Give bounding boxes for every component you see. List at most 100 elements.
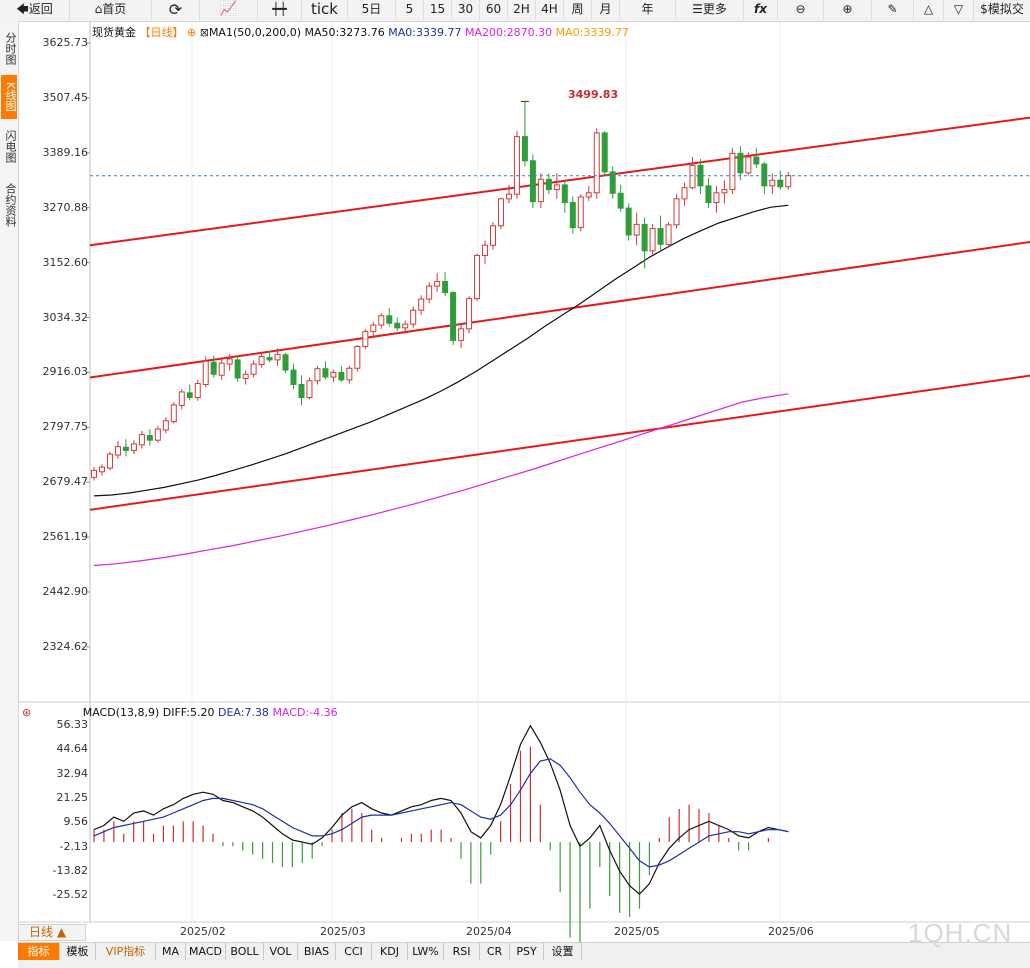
tab-vip[interactable]: VIP指标 xyxy=(96,943,156,960)
tab-ma[interactable]: MA xyxy=(156,943,186,960)
fx-icon: fx xyxy=(754,2,767,16)
x-tick-2025-02: 2025/02 xyxy=(180,925,226,938)
period-2h[interactable]: 2H xyxy=(508,0,536,20)
candle-body xyxy=(689,164,696,189)
candle-body xyxy=(537,178,544,203)
period-60min[interactable]: 60 xyxy=(480,0,508,20)
candle-body xyxy=(386,315,393,324)
candle-body xyxy=(242,373,249,379)
candle-body xyxy=(474,254,481,300)
candle-body xyxy=(162,420,169,431)
candle-body xyxy=(545,178,552,191)
simulate-button[interactable]: $模拟交 xyxy=(980,2,1024,16)
candle-body xyxy=(322,368,329,378)
zoom-in-button[interactable]: ⊕ xyxy=(824,0,872,20)
tab-boll[interactable]: BOLL xyxy=(226,943,264,960)
candle-body xyxy=(633,223,640,236)
more-button[interactable]: ☰更多 xyxy=(676,0,744,20)
formula-button[interactable]: fx xyxy=(744,0,778,20)
candle-body xyxy=(553,184,560,191)
macd-settings-icon[interactable]: ⊛ xyxy=(22,706,32,719)
indicator-icon[interactable]: ⊠ xyxy=(199,26,209,39)
candle-body xyxy=(458,328,465,341)
tab-cr[interactable]: CR xyxy=(480,943,510,960)
candle-body xyxy=(330,371,337,378)
macd-tick-label: 9.56 xyxy=(63,815,89,829)
candle-body xyxy=(641,223,648,252)
candle-body xyxy=(617,192,624,209)
candle-body xyxy=(362,331,369,347)
period-15min[interactable]: 15 xyxy=(424,0,452,20)
tab-lw[interactable]: LW% xyxy=(408,943,444,960)
candle-body xyxy=(210,361,217,375)
macd-tick-label: 32.94 xyxy=(56,766,89,780)
candle-body xyxy=(234,359,241,379)
tab-rsi[interactable]: RSI xyxy=(444,943,480,960)
tab-bias[interactable]: BIAS xyxy=(298,943,336,960)
candle-button[interactable]: ┿┿ xyxy=(258,0,302,20)
candle-body xyxy=(681,187,688,200)
candle-body xyxy=(529,160,536,203)
period-year[interactable]: 年 xyxy=(620,0,676,20)
macd-legend: ⊛ MACD(13,8,9) DIFF:5.20 DEA:7.38 MACD:-… xyxy=(22,706,338,719)
candle-body xyxy=(569,202,576,229)
settings-icon[interactable]: ⊕ xyxy=(187,26,197,39)
candle-body xyxy=(314,368,321,382)
price-tick-label: 2324.62 xyxy=(42,639,89,653)
price-tick-label: 3034.32 xyxy=(42,310,89,324)
side-tab-timeshare[interactable]: 分时图 xyxy=(4,31,17,65)
zoom-out-button[interactable]: ⊖ xyxy=(778,0,824,20)
macd-tick-label: -25.52 xyxy=(52,888,88,902)
side-tab-kline[interactable]: K线图 xyxy=(1,75,17,119)
candle-body xyxy=(282,354,289,371)
period-5day[interactable]: 5日 xyxy=(348,0,396,20)
candle-body xyxy=(218,362,225,376)
tab-kdj[interactable]: KDJ xyxy=(372,943,408,960)
candle-body xyxy=(713,192,720,204)
tab-cci[interactable]: CCI xyxy=(336,943,372,960)
ma0b-value: MA0:3339.77 xyxy=(555,26,629,39)
period-4h[interactable]: 4H xyxy=(536,0,564,20)
side-tab-contract[interactable]: 合约资料 xyxy=(4,183,17,227)
price-tick-label: 3507.45 xyxy=(42,90,89,104)
zoom-in-icon: ⊕ xyxy=(842,2,853,16)
ma200-line xyxy=(93,393,789,567)
arrow-down-button[interactable]: ▽ xyxy=(944,0,974,20)
chart-type-button[interactable]: 📈 xyxy=(200,0,258,20)
candle-body xyxy=(194,383,201,398)
candle-body xyxy=(434,280,441,287)
period-selector[interactable]: 日线 ▲ xyxy=(18,924,86,941)
tab-indicator[interactable]: 指标 xyxy=(18,943,60,960)
candle-body xyxy=(442,280,449,294)
macd-tick-label: -13.82 xyxy=(52,863,88,877)
tab-vol[interactable]: VOL xyxy=(264,943,298,960)
period-week[interactable]: 周 xyxy=(564,0,592,20)
period-30min[interactable]: 30 xyxy=(452,0,480,20)
tick-button[interactable]: tick xyxy=(302,0,348,20)
tab-macd[interactable]: MACD xyxy=(186,943,226,960)
candle-body xyxy=(170,404,177,423)
draw-button[interactable]: ✎ xyxy=(872,0,914,20)
arrow-up-button[interactable]: △ xyxy=(914,0,944,20)
tab-settings[interactable]: 设置 xyxy=(544,943,582,960)
trend-channel-line xyxy=(89,374,1030,511)
candle-body xyxy=(130,443,137,451)
triangle-down-icon: ▽ xyxy=(953,2,964,16)
side-tab-flash[interactable]: 闪电图 xyxy=(4,129,17,163)
candle-body xyxy=(258,356,265,366)
candle-body xyxy=(761,163,768,187)
tab-psy[interactable]: PSY xyxy=(510,943,544,960)
tab-template[interactable]: 模板 xyxy=(60,943,96,960)
period-5min[interactable]: 5 xyxy=(396,0,424,20)
candle-body xyxy=(186,392,193,398)
back-button[interactable]: 🡄返回 xyxy=(0,0,70,20)
home-button[interactable]: ⌂首页 xyxy=(70,0,152,20)
period-label: 【日线】 xyxy=(139,26,184,39)
period-month[interactable]: 月 xyxy=(592,0,620,20)
candle-body xyxy=(777,179,784,188)
refresh-button[interactable]: ⟳ xyxy=(152,0,200,20)
candle-body xyxy=(290,369,297,385)
macd-value: MACD:-4.36 xyxy=(272,706,338,719)
candle-body xyxy=(769,179,776,187)
